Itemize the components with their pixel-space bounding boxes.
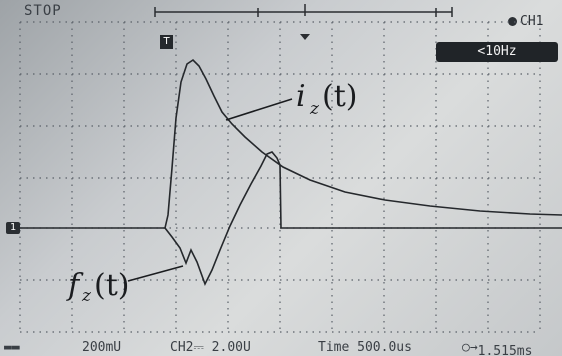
trigger-position-marker <box>300 34 310 40</box>
current-label-leader <box>225 98 293 121</box>
current-label-suffix: (t) <box>322 79 357 114</box>
force-trace <box>164 151 562 287</box>
current-trace <box>20 58 562 229</box>
trigger-marker: T <box>160 35 173 49</box>
force-label-suffix: (t) <box>94 268 129 303</box>
ch2-scale: CH2⎓ 2.00U <box>170 340 251 355</box>
ground-marker: 1 <box>6 222 20 234</box>
trigger-position: ○→ 1.515ms <box>462 340 533 356</box>
force-label-subscript: z <box>81 286 92 306</box>
current-label-subscript: z <box>309 99 320 119</box>
channel-label: CH1 <box>520 14 544 29</box>
current-label-symbol: i <box>296 79 306 114</box>
ch1-scale: 200mU <box>82 340 122 355</box>
channel-indicator: CH1 <box>508 14 543 29</box>
status-bar: STOP CH1 <box>0 0 562 29</box>
scale-status-bar: ▬▬ 200mU CH2⎓ 2.00U Time 500.0us ○→ 1.515… <box>0 336 562 356</box>
channel-icon <box>508 17 517 26</box>
force-label-leader <box>127 265 184 282</box>
timebase-ruler <box>154 4 453 17</box>
time-scale: Time 500.0us <box>318 340 412 355</box>
frequency-readout: <10Hz <box>436 42 558 62</box>
ch1-icon: ▬▬ <box>4 340 20 355</box>
run-status: STOP <box>24 3 62 19</box>
